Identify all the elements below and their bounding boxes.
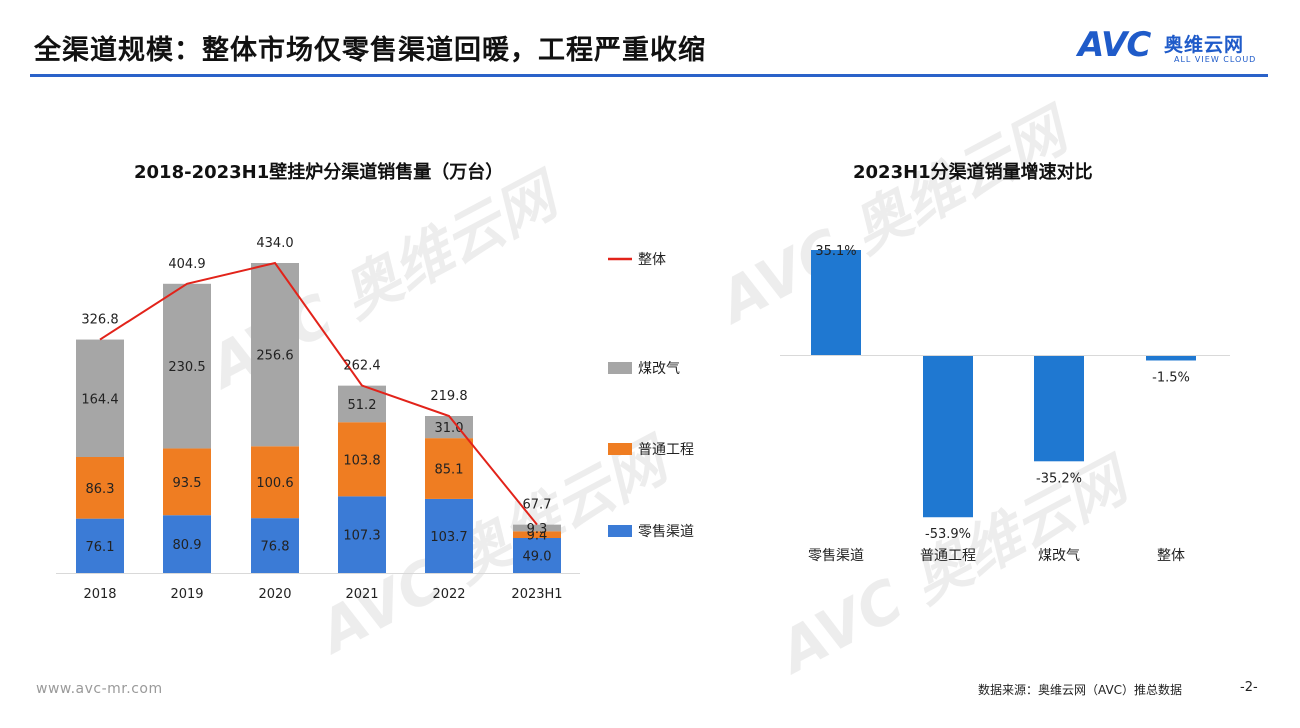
x-tick-label-2020: 2020 [258,587,291,602]
page-title: 全渠道规模：整体市场仅零售渠道回暖，工程严重收缩 [34,35,706,66]
x-tick-label-2018: 2018 [83,587,116,602]
growth-label-3: -1.5% [1152,370,1190,385]
data-label-coal-to-gas-2018: 164.4 [81,392,118,407]
growth-category-1: 普通工程 [920,548,976,564]
bar-retail-2018 [76,518,124,573]
data-source-note: 数据来源：奥维云网（AVC）推总数据 [978,683,1183,697]
x-tick-label-2019: 2019 [170,587,203,602]
total-label-2019: 404.9 [168,257,205,272]
total-series-line [99,261,538,526]
logo-chinese-name: 奥维云网 [1164,34,1245,56]
data-label-coal-to-gas-2019: 230.5 [168,360,205,375]
total-label-2020: 434.0 [256,236,293,251]
data-label-coal-to-gas-2021: 51.2 [348,398,377,413]
bar-retail-2021 [338,496,386,573]
avc-logo: AVC 奥维云网 ALL VIEW CLOUD [1078,26,1268,70]
legend-swatch-1 [608,362,632,374]
data-label-engineering-2022: 85.1 [435,463,464,478]
data-label-engineering-2020: 100.6 [256,476,293,491]
bar-coal-to-gas-2018 [76,339,124,457]
data-label-engineering-2023H1: 9.4 [527,529,548,544]
data-label-coal-to-gas-2020: 256.6 [256,349,293,364]
bar-engineering-2022 [425,438,473,499]
bar-engineering-2023H1 [513,531,561,538]
bar-engineering-2020 [251,446,299,519]
growth-bar-3 [1146,356,1196,361]
data-label-engineering-2018: 86.3 [86,482,115,497]
chart1-title: 2018-2023H1壁挂炉分渠道销售量（万台） [134,162,504,183]
legend-swatch-3 [608,525,632,537]
legend-swatch-2 [608,443,632,455]
bar-retail-2019 [163,515,211,573]
data-label-retail-2020: 76.8 [261,540,290,555]
total-label-2021: 262.4 [343,359,380,374]
data-label-coal-to-gas-2023H1: 9.3 [527,522,548,537]
bar-engineering-2019 [163,448,211,516]
total-label-2022: 219.8 [430,389,467,404]
x-tick-label-2021: 2021 [345,587,378,602]
footer-website[interactable]: www.avc-mr.com [36,681,163,697]
growth-bar-1 [923,356,973,518]
data-label-retail-2023H1: 49.0 [523,550,552,565]
legend-label-3: 零售渠道 [638,524,694,540]
bar-retail-2023H1 [513,538,561,573]
data-label-retail-2022: 103.7 [430,530,467,545]
legend-label-0: 整体 [638,252,666,268]
bar-retail-2022 [425,498,473,573]
x-tick-label-2022: 2022 [432,587,465,602]
data-label-retail-2019: 80.9 [173,538,202,553]
chart2-title: 2023H1分渠道销量增速对比 [853,162,1093,183]
logo-mark: AVC [1078,25,1151,65]
growth-category-3: 整体 [1157,548,1185,564]
bar-engineering-2018 [76,457,124,519]
growth-label-0: 35.1% [815,244,856,259]
page-number: -2- [1240,680,1258,695]
growth-category-0: 零售渠道 [808,548,864,564]
logo-english-name: ALL VIEW CLOUD [1174,55,1257,64]
bar-coal-to-gas-2023H1 [513,524,561,532]
data-label-retail-2018: 76.1 [86,540,115,555]
legend-label-2: 普通工程 [638,442,694,458]
growth-label-1: -53.9% [925,527,971,542]
growth-bar-2 [1034,356,1084,462]
data-label-engineering-2019: 93.5 [173,476,202,491]
bar-retail-2020 [251,518,299,573]
growth-category-2: 煤改气 [1038,548,1080,564]
bar-coal-to-gas-2020 [251,263,299,447]
bar-coal-to-gas-2022 [425,416,473,439]
bar-coal-to-gas-2019 [163,283,211,449]
total-label-2023H1: 67.7 [523,498,552,513]
bar-engineering-2021 [338,422,386,497]
growth-bar-0 [811,250,861,355]
x-tick-label-2023H1: 2023H1 [511,587,562,602]
total-label-2018: 326.8 [81,313,118,328]
legend-label-1: 煤改气 [638,361,680,377]
growth-label-2: -35.2% [1036,471,1082,486]
title-divider [30,74,1268,77]
data-label-engineering-2021: 103.8 [343,453,380,468]
data-label-retail-2021: 107.3 [343,529,380,544]
